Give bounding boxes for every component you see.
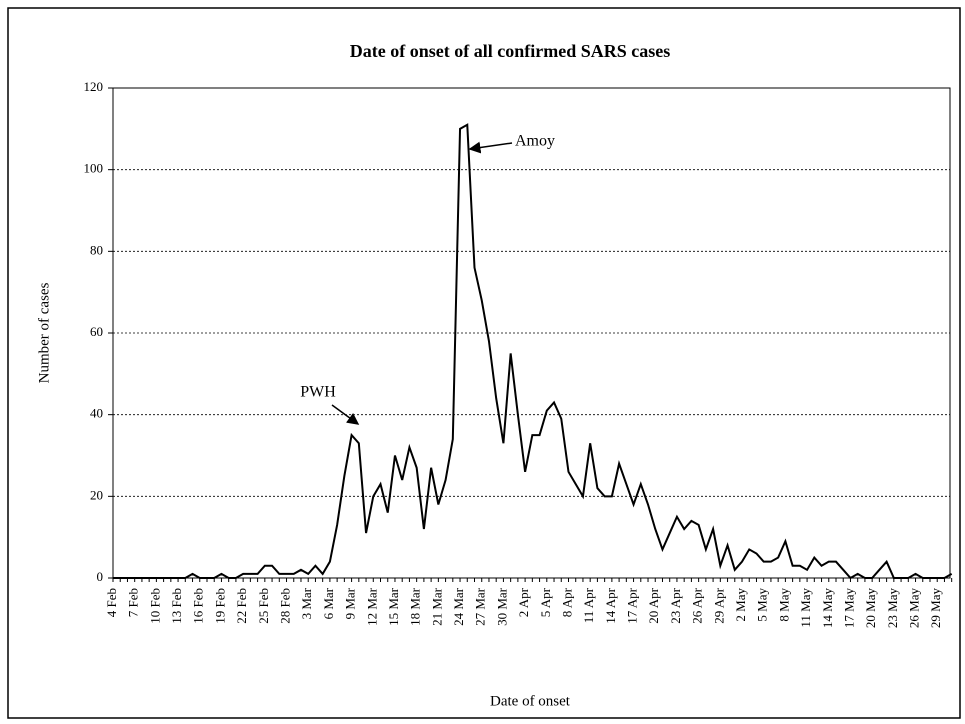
x-tick-label: 18 Mar [408,587,423,626]
x-tick-label: 9 Mar [343,587,358,619]
data-line [113,123,953,580]
x-tick-label: 7 Feb [126,588,141,617]
y-tick-label: 20 [90,487,103,502]
x-tick-label: 24 Mar [451,587,466,626]
x-tick-label: 22 Feb [234,588,249,624]
x-tick-label: 21 Mar [429,587,444,626]
x-tick-label: 5 May [755,588,770,622]
x-axis-label: Date of onset [490,693,571,709]
x-tick-label: 30 Mar [494,587,509,626]
x-tick-label: 23 May [885,588,900,629]
frame [7,7,961,719]
y-tick-label: 80 [90,242,103,257]
annotation: PWH [300,384,336,401]
x-tick-label: 14 May [820,588,835,629]
x-tick-label: 6 Mar [321,587,336,619]
annotation-arrow [468,141,513,154]
y-tick-label: 120 [84,79,104,94]
x-tick-label: 26 May [907,588,922,629]
x-tick-label: 23 Apr [668,587,683,623]
y-tick-label: 100 [84,161,104,176]
plot-area [112,87,951,579]
chart-title: Date of onset of all confirmed SARS case… [350,41,670,61]
x-tick-label: 13 Feb [169,588,184,624]
x-tick-label: 15 Mar [386,587,401,626]
x-tick-label: 8 Apr [559,587,574,617]
y-tick-label: 60 [90,324,103,339]
annotation-arrow [331,404,360,425]
x-tick-label: 28 Feb [278,588,293,624]
x-tick-label: 17 Apr [625,587,640,623]
x-tick-label: 3 Mar [299,587,314,619]
x-tick-label: 27 Mar [473,587,488,626]
y-tick-label: 0 [97,569,104,584]
x-tick-label: 11 Apr [581,587,596,623]
x-tick-label: 20 Apr [646,587,661,623]
x-tick-label: 20 May [863,588,878,629]
annotation: Amoy [515,133,555,150]
y-axis-label: Number of cases [36,282,52,383]
x-tick-label: 4 Feb [104,588,119,617]
x-tick-label: 8 May [776,588,791,622]
x-tick-label: 16 Feb [191,588,206,624]
x-tick-label: 11 May [798,588,813,628]
x-tick-label: 2 May [733,588,748,622]
x-tick-label: 17 May [841,588,856,629]
x-tick-label: 10 Feb [147,588,162,624]
x-tick-label: 12 Mar [364,587,379,626]
x-tick-label: 29 Apr [711,587,726,623]
x-tick-label: 14 Apr [603,587,618,623]
x-tick-label: 25 Feb [256,588,271,624]
x-tick-label: 26 Apr [690,587,705,623]
x-tick-label: 5 Apr [538,587,553,617]
x-tick-label: 29 May [928,588,943,629]
y-tick-label: 40 [90,406,103,421]
x-tick-label: 2 Apr [516,587,531,617]
x-tick-label: 19 Feb [212,588,227,624]
